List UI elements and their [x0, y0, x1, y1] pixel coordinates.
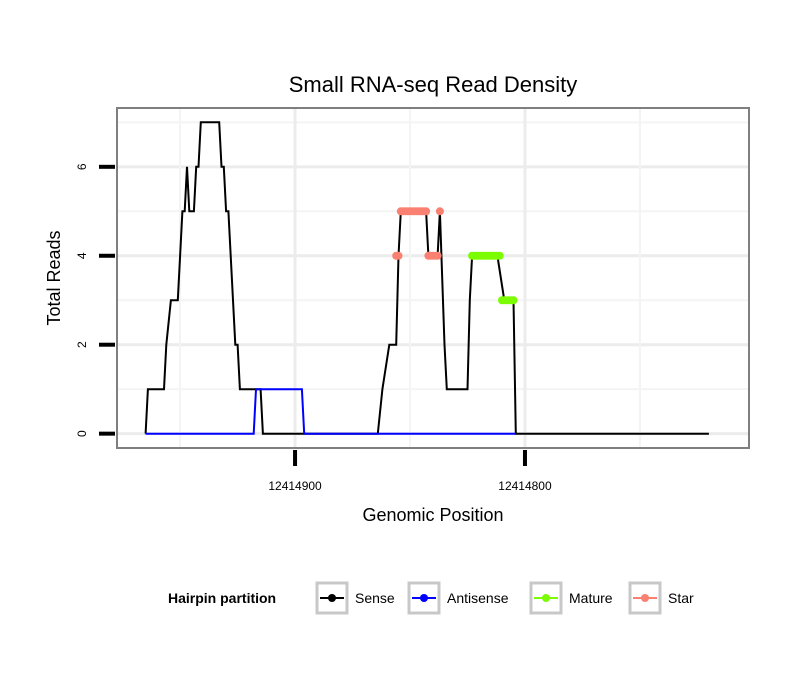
data-point-star [433, 251, 442, 260]
legend-entry-antisense: Antisense [407, 581, 509, 615]
legend-label: Sense [355, 590, 395, 606]
x-axis-title: Genomic Position [362, 505, 503, 525]
y-tick-label: 4 [75, 252, 89, 259]
y-axis: 0 2 4 6 [75, 163, 115, 437]
y-tick-label: 6 [75, 163, 89, 170]
legend: Hairpin partition Sense Antisense Mature St… [168, 581, 694, 615]
x-tick-label: 12414800 [498, 479, 552, 493]
data-point-star [422, 207, 431, 216]
series-line-sense [144, 121, 709, 435]
x-axis: 12414900 12414800 [268, 450, 552, 493]
data-point-mature [495, 251, 504, 260]
legend-label: Antisense [447, 590, 509, 606]
plot-panel [116, 107, 750, 449]
data-point-star [394, 251, 403, 260]
legend-key-point [328, 594, 336, 602]
legend-entry-sense: Sense [315, 581, 395, 615]
legend-key-point [420, 594, 428, 602]
legend-label: Star [668, 590, 694, 606]
legend-title: Hairpin partition [168, 590, 276, 606]
y-tick-label: 0 [75, 430, 89, 437]
legend-entry-mature: Mature [529, 581, 613, 615]
x-tick-label: 12414900 [268, 479, 322, 493]
series-line-antisense [145, 388, 516, 435]
y-tick-label: 2 [75, 341, 89, 348]
series-lines [144, 121, 709, 435]
legend-entry-star: Star [628, 581, 694, 615]
chart-title: Small RNA-seq Read Density [289, 72, 578, 97]
legend-key-point [542, 594, 550, 602]
series-markers [392, 207, 518, 305]
legend-key-point [641, 594, 649, 602]
y-axis-title: Total Reads [44, 230, 64, 325]
data-point-mature [509, 296, 518, 305]
legend-label: Mature [569, 590, 613, 606]
data-point-star [435, 207, 444, 216]
